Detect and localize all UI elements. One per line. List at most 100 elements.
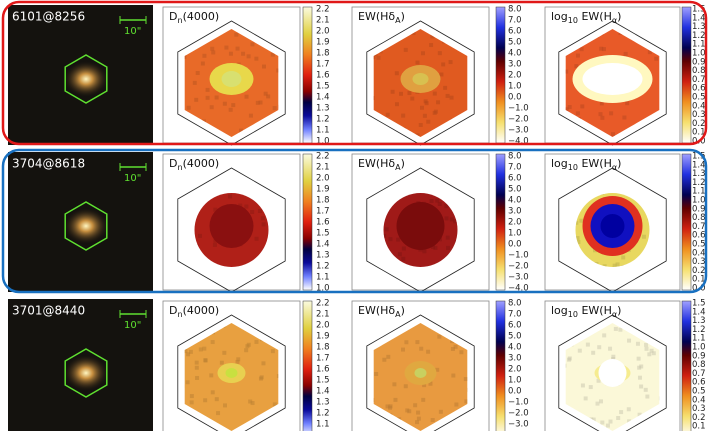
colorbar-tick-label: 2.0 xyxy=(316,27,330,37)
title-part: EW(H xyxy=(578,10,612,23)
map-pixel xyxy=(417,417,421,421)
map-region xyxy=(415,368,427,378)
map-pixel xyxy=(639,384,643,388)
map-pixel xyxy=(229,52,233,56)
map-pixel xyxy=(439,410,443,414)
map-pixel xyxy=(395,71,399,75)
colorbar-tick-label: 1.2 xyxy=(316,409,330,419)
title-part: EW(Hδ xyxy=(358,10,395,23)
map-pixel xyxy=(644,343,648,347)
map-region xyxy=(222,71,242,87)
colorbar-tick-label: 2.2 xyxy=(316,152,330,162)
map-pixel xyxy=(602,333,606,337)
map-pixel xyxy=(210,47,214,51)
scale-label: 10" xyxy=(124,26,141,37)
map-pixel xyxy=(581,383,585,387)
colorbar xyxy=(682,301,691,431)
colorbar-tick-label: 1.5 xyxy=(316,376,330,386)
map-pixel xyxy=(642,235,646,239)
galaxy-glow xyxy=(64,61,108,97)
panel-title: log10 EW(Hα) xyxy=(551,10,621,25)
colorbar-tick-label: 4.0 xyxy=(508,49,522,59)
map-region xyxy=(210,204,254,248)
title-part: EW(Hδ xyxy=(358,157,395,170)
map-pixel xyxy=(187,106,191,110)
colorbar-tick-label: −3.0 xyxy=(508,420,529,430)
colorbar-tick-label: 7.0 xyxy=(508,310,522,320)
map-pixel xyxy=(638,376,642,380)
colorbar-tick-label: 6.0 xyxy=(508,174,522,184)
galaxy-glow xyxy=(64,355,108,391)
colorbar-tick-label: −3.0 xyxy=(508,126,529,136)
map-pixel xyxy=(644,388,648,392)
colorbar-tick-label: 1.5 xyxy=(316,82,330,92)
colorbar xyxy=(682,7,691,143)
panel-title: Dn(4000) xyxy=(169,157,219,172)
colorbar-tick-label: 1.6 xyxy=(316,218,330,228)
colorbar-tick-label: 0.0 xyxy=(508,387,522,397)
title-part: 10 xyxy=(568,310,578,319)
colorbar-tick-label: 1.7 xyxy=(316,354,330,364)
panel-title: log10 EW(Hα) xyxy=(551,304,621,319)
map-pixel xyxy=(425,101,429,105)
map-pixel xyxy=(228,194,232,198)
colorbar xyxy=(496,301,505,431)
map-region xyxy=(583,63,643,95)
colorbar-tick-label: 1.7 xyxy=(316,60,330,70)
map-pixel xyxy=(223,403,227,407)
map-pixel xyxy=(419,347,423,351)
map-pixel xyxy=(215,397,219,401)
row: 6101@825610"Dn(4000)2.22.12.01.91.81.71.… xyxy=(8,5,706,147)
map-pixel xyxy=(422,249,426,253)
title-part: (4000) xyxy=(183,10,220,23)
title-part: D xyxy=(169,10,177,23)
colorbar-tick-label: 1.9 xyxy=(316,332,330,342)
panel-title: Dn(4000) xyxy=(169,10,219,25)
map-pixel xyxy=(195,361,199,365)
colorbar-tick-label: 6.0 xyxy=(508,321,522,331)
map-pixel xyxy=(186,380,190,384)
colorbar-tick-label: 8.0 xyxy=(508,299,522,309)
map-pixel xyxy=(202,347,206,351)
colorbar-tick-label: 5.0 xyxy=(508,332,522,342)
map-pixel xyxy=(459,350,463,354)
galaxy-id: 3701@8440 xyxy=(12,304,85,318)
title-part: log xyxy=(551,304,568,317)
map-pixel xyxy=(193,81,197,85)
map-pixel xyxy=(247,54,251,58)
title-part: (4000) xyxy=(183,157,220,170)
map-pixel xyxy=(637,366,641,370)
map-pixel xyxy=(454,403,458,407)
title-part: EW(H xyxy=(578,157,612,170)
colorbar-tick-label: 1.5 xyxy=(316,229,330,239)
map-pixel xyxy=(223,102,227,106)
colorbar-tick-label: 3.0 xyxy=(508,354,522,364)
map-pixel xyxy=(595,402,599,406)
map-pixel xyxy=(249,114,253,118)
map-pixel xyxy=(261,361,265,365)
map-pixel xyxy=(210,105,214,109)
map-pixel xyxy=(423,114,427,118)
map-pixel xyxy=(598,112,602,116)
colorbar-tick-label: 1.8 xyxy=(316,49,330,59)
map-pixel xyxy=(215,95,219,99)
map-pixel xyxy=(376,56,380,60)
map-pixel xyxy=(608,420,612,424)
map-pixel xyxy=(589,385,593,389)
map-pixel xyxy=(385,227,389,231)
map-pixel xyxy=(251,401,255,405)
galaxy-glow xyxy=(64,208,108,244)
map-pixel xyxy=(654,57,658,61)
map-pixel xyxy=(241,52,245,56)
map-pixel xyxy=(464,377,468,381)
map-pixel xyxy=(211,390,215,394)
map-pixel xyxy=(262,222,266,226)
map-pixel xyxy=(392,382,396,386)
colorbar-tick-label: 1.2 xyxy=(316,115,330,125)
map-pixel xyxy=(206,88,210,92)
map-pixel xyxy=(213,243,217,247)
map-pixel xyxy=(386,355,390,359)
title-part: 10 xyxy=(568,163,578,172)
colorbar-tick-label: 1.4 xyxy=(316,93,330,103)
colorbar xyxy=(496,7,505,143)
